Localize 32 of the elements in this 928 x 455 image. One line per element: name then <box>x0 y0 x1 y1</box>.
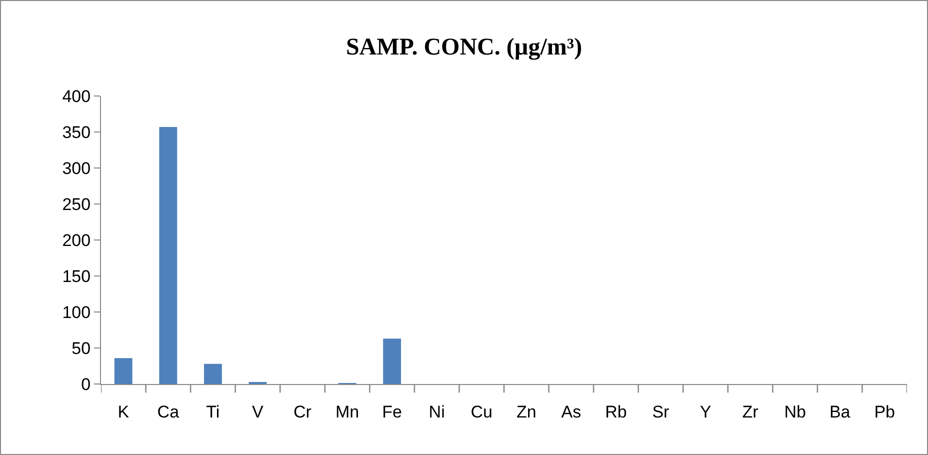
x-tick-label: Ca <box>157 402 180 422</box>
x-tick-label: Zn <box>516 402 536 422</box>
x-tick-label: Mn <box>335 402 360 422</box>
x-tick-label: Ti <box>206 402 220 422</box>
y-tick-label: 100 <box>62 302 91 322</box>
x-tick-label: K <box>118 402 130 422</box>
bar <box>114 358 132 384</box>
x-tick-label: Pb <box>874 402 896 422</box>
x-tick-label: Fe <box>382 402 402 422</box>
y-tick-label: 250 <box>62 194 91 214</box>
x-tick-label: As <box>561 402 582 422</box>
y-tick-label: 300 <box>62 158 91 178</box>
x-tick-label: Ba <box>829 402 851 422</box>
x-tick-label: Rb <box>605 402 627 422</box>
x-tick-label: Cr <box>294 402 312 422</box>
x-tick-label: Y <box>700 402 712 422</box>
bar <box>204 364 222 384</box>
x-tick-label: V <box>252 402 264 422</box>
y-tick-label: 150 <box>62 266 91 286</box>
x-tick-label: Sr <box>652 402 670 422</box>
x-tick-label: Ni <box>428 402 445 422</box>
y-tick-label: 350 <box>62 122 91 142</box>
y-tick-label: 200 <box>62 230 91 250</box>
x-tick-label: Nb <box>784 402 806 422</box>
y-tick-label: 50 <box>72 338 91 358</box>
bar <box>159 126 178 384</box>
y-tick-label: 0 <box>81 374 91 394</box>
bar <box>383 338 402 384</box>
chart-title: SAMP. CONC. (µg/m³) <box>346 34 582 61</box>
x-tick-label: Cu <box>470 402 492 422</box>
x-tick-label: Zr <box>742 402 759 422</box>
y-tick-label: 400 <box>62 86 91 106</box>
